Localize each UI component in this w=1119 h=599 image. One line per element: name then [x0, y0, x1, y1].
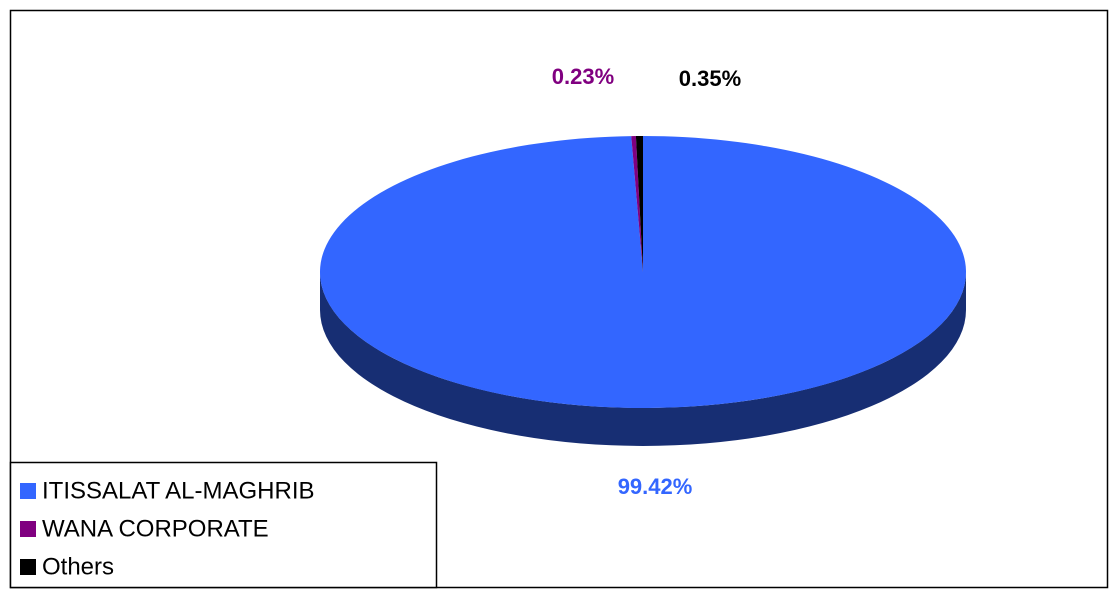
value-label: 99.42%	[618, 474, 693, 499]
legend-swatch	[20, 559, 36, 575]
pie-slice	[631, 136, 643, 272]
legend-swatch	[20, 483, 36, 499]
value-label: 0.23%	[552, 64, 614, 89]
value-label: 0.35%	[679, 66, 741, 91]
pie-side	[320, 272, 966, 446]
pie-slice	[320, 136, 967, 408]
legend-box	[9, 461, 438, 589]
pie-slice	[635, 136, 643, 272]
legend-label: Others	[42, 553, 114, 580]
legend-label: ITISSALAT AL-MAGHRIB	[42, 477, 315, 504]
legend-swatch	[20, 521, 36, 537]
legend-label: WANA CORPORATE	[42, 515, 269, 542]
